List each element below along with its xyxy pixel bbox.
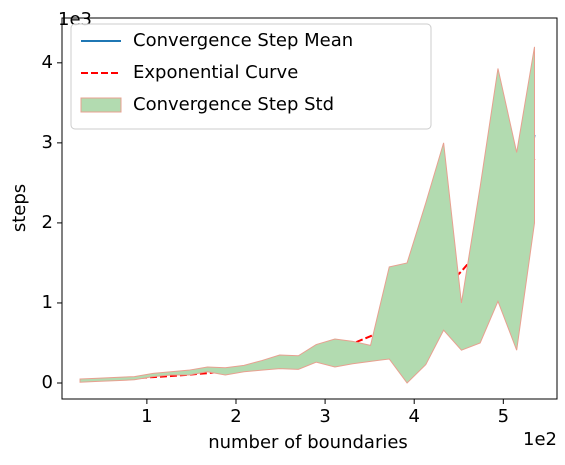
x-tick-label: 4 bbox=[408, 406, 419, 427]
legend-label: Convergence Step Mean bbox=[133, 30, 353, 51]
x-axis-label: number of boundaries bbox=[208, 432, 408, 453]
x-tick-label: 5 bbox=[498, 406, 509, 427]
y-tick-label: 1 bbox=[42, 292, 53, 313]
x-tick-label: 3 bbox=[319, 406, 330, 427]
x-offset-label: 1e2 bbox=[523, 429, 557, 450]
y-tick-label: 0 bbox=[42, 372, 53, 393]
x-tick-label: 1 bbox=[141, 406, 152, 427]
y-tick-label: 2 bbox=[42, 212, 53, 233]
y-axis-label: steps bbox=[9, 184, 30, 232]
x-tick-label: 2 bbox=[230, 406, 241, 427]
legend-box bbox=[70, 23, 432, 130]
y-tick-label: 4 bbox=[42, 52, 53, 73]
legend-label: Convergence Step Std bbox=[133, 94, 334, 115]
plot-frame bbox=[61, 17, 558, 400]
y-tick-label: 3 bbox=[42, 132, 53, 153]
legend-swatch bbox=[80, 97, 122, 113]
std-band bbox=[79, 46, 535, 384]
legend-label: Exponential Curve bbox=[133, 62, 298, 83]
